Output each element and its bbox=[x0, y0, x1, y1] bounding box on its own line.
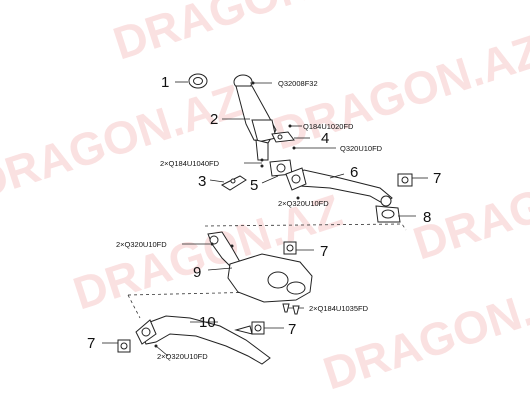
part-1-gasket bbox=[175, 73, 208, 89]
callout-8: 8 bbox=[423, 209, 431, 226]
part-code: 2×Q184U1035FD bbox=[309, 304, 369, 313]
callout-6: 6 bbox=[350, 164, 358, 181]
part-7-rubber-hanger bbox=[283, 241, 314, 255]
callout-9: 9 bbox=[193, 264, 201, 281]
callout-2: 2 bbox=[210, 111, 218, 128]
callout-7: 7 bbox=[433, 170, 441, 187]
callout-3: 3 bbox=[198, 173, 206, 190]
watermark-text: DRAGON.AZ bbox=[317, 264, 530, 400]
part-code: Q32008F32 bbox=[278, 79, 318, 88]
watermark-text: DRAGON.AZ bbox=[0, 74, 248, 210]
part-code-labels: Q32008F32 Q184U1020FD Q320U10FD 2×Q184U1… bbox=[116, 79, 383, 361]
callout-4: 4 bbox=[321, 130, 329, 147]
part-9-center-muffler bbox=[182, 231, 313, 315]
part-code: Q320U10FD bbox=[340, 144, 383, 153]
part-code: 2×Q320U10FD bbox=[116, 240, 167, 249]
part-code: 2×Q320U10FD bbox=[157, 352, 208, 361]
part-2-catalytic-converter bbox=[222, 74, 277, 161]
part-7-rubber-hanger bbox=[102, 339, 131, 353]
callout-7: 7 bbox=[320, 243, 328, 260]
part-code: 2×Q184U1040FD bbox=[160, 159, 220, 168]
part-8-gasket bbox=[375, 205, 416, 223]
callout-5: 5 bbox=[250, 177, 258, 194]
part-4-bracket bbox=[271, 124, 336, 150]
part-10-tail-pipe bbox=[135, 315, 271, 365]
watermark-text: DRAGON.AZ bbox=[107, 0, 388, 70]
watermark-text: DRAGON.AZ bbox=[267, 24, 530, 160]
callout-10: 10 bbox=[199, 314, 216, 331]
part-code: Q184U1020FD bbox=[303, 122, 354, 131]
watermark-text: DRAGON.AZ bbox=[407, 134, 530, 270]
part-6-front-pipe bbox=[285, 167, 393, 207]
part-5-flange-gasket bbox=[244, 158, 293, 184]
callout-1: 1 bbox=[161, 74, 169, 91]
callout-7: 7 bbox=[288, 321, 296, 338]
part-7-rubber-hanger bbox=[251, 321, 284, 335]
part-7-rubber-hanger bbox=[397, 173, 428, 187]
callout-7: 7 bbox=[87, 335, 95, 352]
part-code: 2×Q320U10FD bbox=[278, 199, 329, 208]
callout-labels: 1 2 3 4 5 6 7 8 7 9 10 7 7 bbox=[87, 74, 441, 352]
part-3-bracket bbox=[209, 175, 247, 191]
